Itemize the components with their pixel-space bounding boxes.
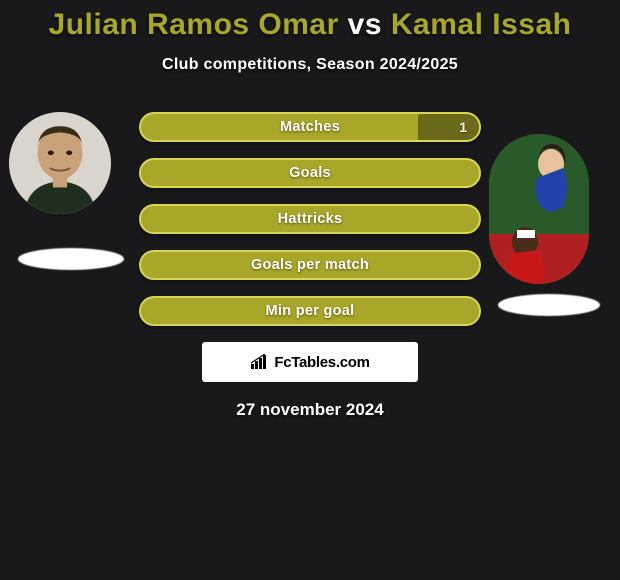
- stat-bar: Hattricks: [139, 204, 481, 234]
- stat-bar-label: Min per goal: [266, 303, 355, 319]
- comparison-arena: Matches 1 Goals Hattricks Goals per match Min…: [0, 112, 620, 326]
- stat-bars: Matches 1 Goals Hattricks Goals per match Min…: [139, 112, 481, 326]
- stat-bar: Goals per match: [139, 250, 481, 280]
- player2-name: Kamal Issah: [391, 8, 572, 41]
- comparison-title: Julian Ramos Omar vs Kamal Issah: [0, 0, 620, 42]
- player2-avatar: [489, 134, 589, 284]
- snapshot-date: 27 november 2024: [0, 400, 620, 420]
- stat-bar-fill-right: [418, 114, 479, 140]
- stat-bar-label: Hattricks: [278, 211, 343, 227]
- vs-separator: vs: [348, 8, 382, 41]
- player2-shadow: [498, 294, 600, 316]
- player1-avatar: [9, 112, 111, 214]
- branding-text: FcTables.com: [274, 354, 369, 371]
- bar-chart-icon: [250, 354, 270, 370]
- stat-bar: Goals: [139, 158, 481, 188]
- player1-name: Julian Ramos Omar: [49, 8, 339, 41]
- stat-bar-label: Goals: [289, 165, 331, 181]
- subtitle: Club competitions, Season 2024/2025: [0, 56, 620, 74]
- branding-badge: FcTables.com: [202, 342, 418, 382]
- player1-portrait-icon: [9, 112, 111, 214]
- stat-bar-label: Matches: [280, 119, 340, 135]
- stat-bar-label: Goals per match: [251, 257, 369, 273]
- player1-shadow: [18, 248, 124, 270]
- stat-bar: Matches 1: [139, 112, 481, 142]
- stat-bar-value-right: 1: [459, 119, 467, 135]
- stat-bar: Min per goal: [139, 296, 481, 326]
- player2-portrait-icon: [489, 134, 589, 284]
